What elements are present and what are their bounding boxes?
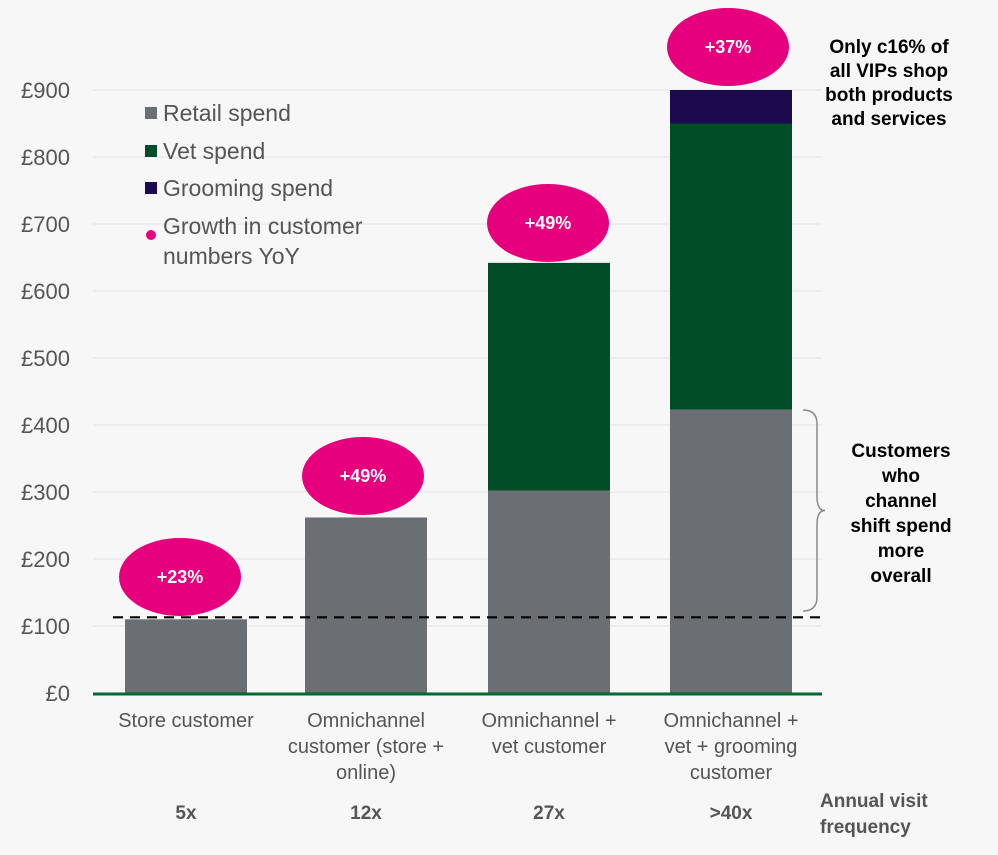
visit-frequency-title: Annual visit	[820, 791, 928, 812]
category-label: Omnichannel	[307, 710, 425, 732]
visit-frequency-title: frequency	[820, 817, 911, 838]
bar-retail-spend	[305, 517, 427, 693]
y-tick-label: £300	[21, 480, 70, 505]
growth-bubble	[667, 8, 789, 86]
brace-note: who	[881, 466, 920, 487]
top-right-note: both products	[825, 85, 953, 106]
bar-retail-spend	[488, 490, 610, 693]
brace-note: channel	[865, 491, 937, 512]
top-right-note: and services	[831, 109, 946, 130]
y-tick-label: £200	[21, 547, 70, 572]
legend-label: numbers YoY	[163, 243, 300, 269]
category-label: Omnichannel +	[481, 710, 616, 732]
y-tick-label: £600	[21, 279, 70, 304]
growth-bubble	[487, 184, 609, 262]
y-tick-label: £800	[21, 145, 70, 170]
top-right-note: all VIPs shop	[830, 61, 948, 82]
brace-note: more	[878, 541, 924, 562]
brace-note: Customers	[851, 441, 950, 462]
category-label: vet + grooming	[665, 736, 798, 758]
growth-bubble	[302, 437, 424, 515]
category-label: Store customer	[118, 710, 254, 732]
bar-retail-spend	[670, 409, 792, 693]
visit-frequency-label: 12x	[350, 803, 382, 824]
category-label: customer	[690, 762, 773, 784]
legend-label: Retail spend	[163, 100, 291, 126]
category-label: online)	[336, 762, 396, 784]
y-tick-label: £0	[46, 681, 70, 706]
growth-label: +37%	[705, 37, 752, 57]
visit-frequency-label: 27x	[533, 803, 565, 824]
legend-label: Vet spend	[163, 138, 265, 164]
legend-label: Grooming spend	[163, 175, 333, 201]
category-label: vet customer	[492, 736, 607, 758]
visit-frequency-label: >40x	[710, 803, 753, 824]
brace-note: shift spend	[850, 516, 951, 537]
y-tick-label: £400	[21, 413, 70, 438]
brace-note: overall	[870, 566, 931, 587]
bar-vet-spend	[488, 262, 610, 491]
top-right-note: Only c16% of	[829, 37, 949, 58]
category-label: customer (store +	[288, 736, 444, 758]
bar-grooming-spend	[670, 90, 792, 124]
visit-frequency-label: 5x	[175, 803, 197, 824]
bar-vet-spend	[670, 123, 792, 410]
growth-label: +49%	[340, 466, 387, 486]
legend-swatch	[145, 107, 157, 119]
y-tick-label: £700	[21, 212, 70, 237]
legend-label: Growth in customer	[163, 213, 363, 239]
legend-growth-marker	[146, 230, 156, 240]
y-tick-label: £900	[21, 78, 70, 103]
legend-swatch	[145, 182, 157, 194]
bar-retail-spend	[125, 619, 247, 693]
growth-bubble	[119, 538, 241, 616]
y-tick-label: £100	[21, 614, 70, 639]
y-tick-label: £500	[21, 346, 70, 371]
legend-swatch	[145, 145, 157, 157]
growth-label: +49%	[525, 213, 572, 233]
growth-label: +23%	[157, 567, 204, 587]
brace	[802, 409, 826, 612]
category-label: Omnichannel +	[663, 710, 798, 732]
